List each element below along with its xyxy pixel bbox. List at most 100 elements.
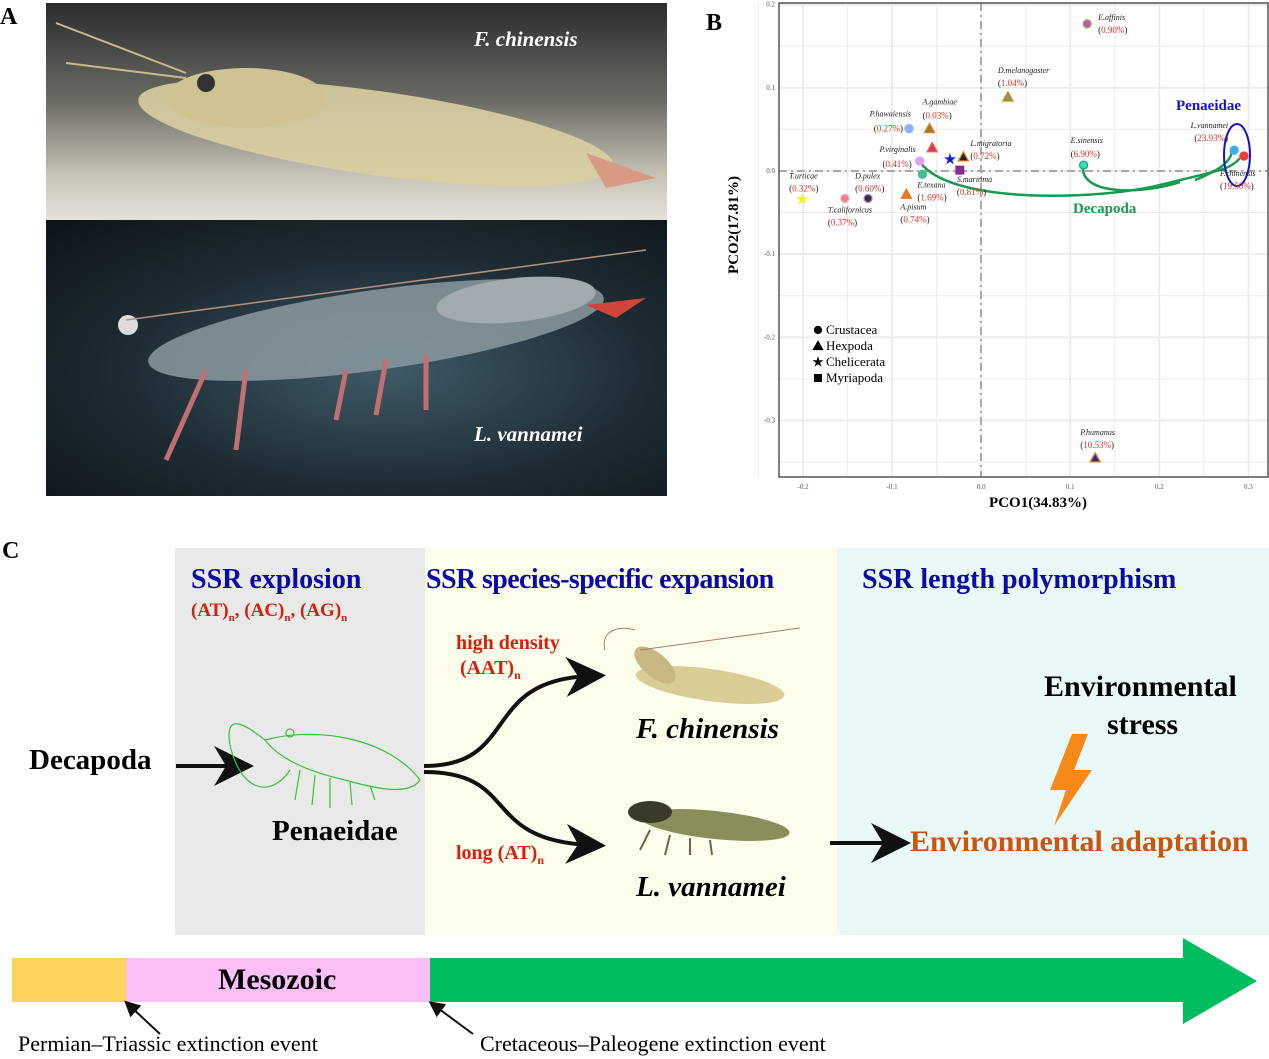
- stage1-motifs: (AT)n, (AC)n, (AG)n: [191, 600, 348, 624]
- point-percent: (0.37%): [828, 217, 857, 227]
- lightning-bolt-icon: [1050, 734, 1092, 826]
- data-point: [863, 193, 873, 204]
- x-tick-label: 0.0: [977, 483, 986, 491]
- stage-length-polymorphism: [837, 548, 1269, 935]
- pcoa-scatter-plot: E.affinis (0.90%) D.melanogaster (1.04%) P.h…: [726, 1, 1269, 511]
- panel-label-c: C: [2, 538, 20, 564]
- l-vannamei-photo: [628, 801, 790, 856]
- x-tick-label: 0.2: [1155, 483, 1164, 491]
- y-tick-label: -0.2: [764, 333, 776, 341]
- stage-species-specific-expansion: [425, 548, 837, 935]
- mesozoic-label: Mesozoic: [218, 963, 337, 996]
- arrow-to-f-chinensis: [423, 656, 606, 768]
- legend-symbol-circle: [813, 325, 823, 335]
- legend-label: Hexpoda: [826, 338, 873, 353]
- plot-frame: [778, 2, 1269, 478]
- y-tick-label: -0.1: [764, 250, 776, 258]
- high-density-label: high density: [456, 632, 560, 654]
- point-percent: (23.93%): [1194, 133, 1228, 143]
- decapoda-curve-branch: [1194, 151, 1234, 182]
- legend-symbol-star: [812, 356, 824, 367]
- timeline-permian-segment: [12, 958, 126, 1002]
- point-percent: (0.74%): [900, 214, 929, 224]
- decapoda-curve-branch: [1081, 165, 1181, 192]
- data-point: [926, 141, 939, 153]
- point-percent: (10.53%): [1080, 440, 1114, 450]
- aat-motif-label: (AAT)n: [460, 657, 521, 682]
- data-point: [957, 150, 970, 162]
- legend-symbol-triangle: [812, 340, 824, 351]
- panel-label-a: A: [0, 4, 18, 30]
- caption-l-vannamei: L. vannamei: [474, 422, 583, 446]
- point-percent: (1.69%): [917, 192, 946, 202]
- point-label: F.chinensis: [1219, 169, 1256, 178]
- data-point: [943, 152, 957, 165]
- decapoda-label: Decapoda: [29, 744, 152, 776]
- x-tick-label: 0.3: [1244, 483, 1253, 491]
- point-label: S.maritima: [957, 175, 992, 184]
- point-label: E.sinensis: [1070, 136, 1103, 145]
- point-percent: (19.50%): [1220, 181, 1254, 191]
- y-tick-label: 0.2: [766, 1, 775, 9]
- legend-symbol-square: [814, 374, 822, 382]
- point-label: A.pisum: [899, 202, 926, 211]
- penaeidae-line-drawing-icon: [228, 723, 421, 808]
- arrow-cretaceous-paleogene: [428, 1001, 474, 1035]
- point-percent: (0.27%): [874, 124, 903, 134]
- point-label: T.urticae: [789, 171, 818, 180]
- stage-ssr-explosion: [175, 548, 425, 935]
- adaptation-label: Environmental adaptation: [910, 825, 1249, 858]
- stage2-title: SSR species-specific expansion: [426, 564, 774, 595]
- x-tick-label: 0.1: [1066, 483, 1075, 491]
- panel-label-b: B: [706, 10, 723, 36]
- data-point: [840, 193, 850, 204]
- point-percent: (1.04%): [998, 78, 1027, 88]
- point-percent: (6.90%): [1071, 149, 1100, 159]
- f-chinensis-photo: [603, 627, 801, 704]
- timeline-cenozoic-arrow: [430, 938, 1257, 1024]
- permian-triassic-label: Permian–Triassic extinction event: [18, 1031, 318, 1056]
- photo-f-chinensis: F. chinensis: [46, 3, 667, 220]
- point-label: T.californicus: [828, 205, 872, 214]
- f-chinensis-label: F. chinensis: [636, 713, 779, 745]
- point-label: L.vannamei: [1190, 121, 1229, 130]
- stress-label-line2: stress: [1107, 708, 1179, 741]
- shrimp-illustration: [55, 22, 656, 188]
- data-point: [904, 123, 914, 134]
- data-point: [1229, 145, 1239, 155]
- data-point: [900, 187, 913, 199]
- y-tick-label: 0.1: [766, 84, 775, 92]
- annotation-decapoda: Decapoda: [1073, 201, 1137, 217]
- stage1-title: SSR explosion: [191, 564, 362, 595]
- point-label: A.gambiae: [922, 98, 958, 107]
- point-percent: (0.60%): [855, 183, 884, 193]
- annotation-penaeidae: Penaeidae: [1176, 98, 1241, 114]
- data-point: [1082, 19, 1092, 29]
- point-percent: (0.90%): [1098, 25, 1127, 35]
- panel-c-graphics: [176, 627, 1092, 864]
- legend-label: Chelicerata: [826, 354, 885, 369]
- point-label: P.hawaiensis: [869, 110, 911, 119]
- shrimp-illustration: [118, 249, 647, 462]
- point-label: P.virginalis: [878, 145, 915, 154]
- caption-f-chinensis: F. chinensis: [474, 27, 578, 51]
- data-point: [1078, 160, 1089, 170]
- point-label: L.migratoria: [969, 139, 1011, 148]
- x-tick-label: -0.1: [887, 483, 899, 491]
- point-label: E.affinis: [1097, 13, 1125, 22]
- y-tick-label: -0.3: [764, 416, 776, 424]
- data-point: [1089, 451, 1102, 463]
- point-label: D.pulex: [854, 171, 881, 180]
- penaeidae-ellipse: [1223, 123, 1251, 187]
- arrow-permian-triassic: [124, 1000, 161, 1035]
- y-axis-label: PCO2(17.81%): [726, 176, 742, 274]
- plot-background: [779, 3, 1268, 477]
- x-tick-label: -0.2: [798, 483, 810, 491]
- legend-label: Crustacea: [826, 322, 877, 337]
- data-point: [1001, 90, 1015, 102]
- point-percent: (0.72%): [970, 151, 999, 161]
- data-point: [1239, 151, 1249, 161]
- cretaceous-paleogene-label: Cretaceous–Paleogene extinction event: [480, 1031, 826, 1056]
- point-percent: (0.41%): [882, 159, 911, 169]
